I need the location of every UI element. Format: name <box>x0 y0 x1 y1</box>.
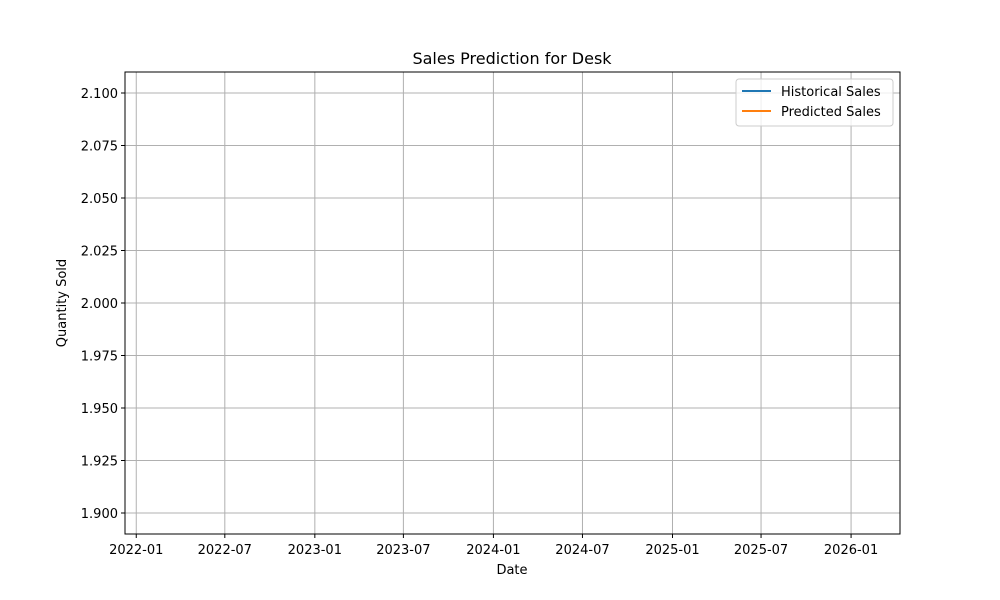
x-tick-label: 2022-01 <box>109 543 163 558</box>
y-tick-label: 2.050 <box>81 192 118 207</box>
legend-box <box>735 78 894 127</box>
x-tick-label: 2025-01 <box>645 543 699 558</box>
x-tick-label: 2023-01 <box>288 543 342 558</box>
y-tick-label: 2.100 <box>81 87 118 102</box>
grid-layer <box>125 72 900 534</box>
x-axis-title: Date <box>496 563 527 578</box>
x-tick-label: 2024-07 <box>555 543 609 558</box>
y-tick-label: 1.925 <box>81 455 118 470</box>
x-tick-label: 2023-07 <box>376 543 430 558</box>
legend-label-predicted-sales: Predicted Sales <box>781 105 881 120</box>
x-tick-label: 2025-07 <box>734 543 788 558</box>
y-tick-label: 1.900 <box>81 507 118 522</box>
legend: Historical Sales Predicted Sales <box>735 78 894 127</box>
y-tick-label: 2.000 <box>81 297 118 312</box>
y-tick-label: 1.950 <box>81 402 118 417</box>
y-tick-label: 1.975 <box>81 350 118 365</box>
x-tick-label: 2022-07 <box>198 543 252 558</box>
chart-title: Sales Prediction for Desk <box>412 49 612 68</box>
y-tick-label: 2.075 <box>81 140 118 155</box>
tick-layer: 2022-01 2022-07 2023-01 2023-07 2024-01 2024-… <box>81 87 878 558</box>
y-tick-label: 2.025 <box>81 245 118 260</box>
x-tick-label: 2026-01 <box>824 543 878 558</box>
legend-label-historical-sales: Historical Sales <box>781 85 881 100</box>
x-tick-label: 2024-01 <box>466 543 520 558</box>
y-axis-title: Quantity Sold <box>55 259 70 347</box>
